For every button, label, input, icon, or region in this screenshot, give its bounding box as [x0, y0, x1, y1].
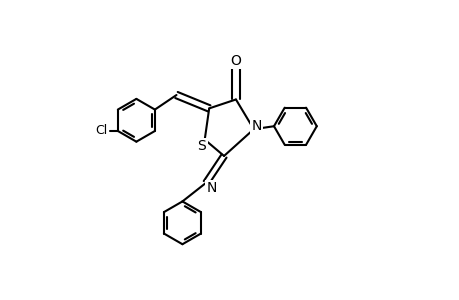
- Text: Cl: Cl: [95, 124, 107, 137]
- Text: N: N: [251, 119, 261, 133]
- Text: O: O: [230, 54, 241, 68]
- Text: N: N: [206, 181, 216, 195]
- Text: S: S: [197, 139, 206, 153]
